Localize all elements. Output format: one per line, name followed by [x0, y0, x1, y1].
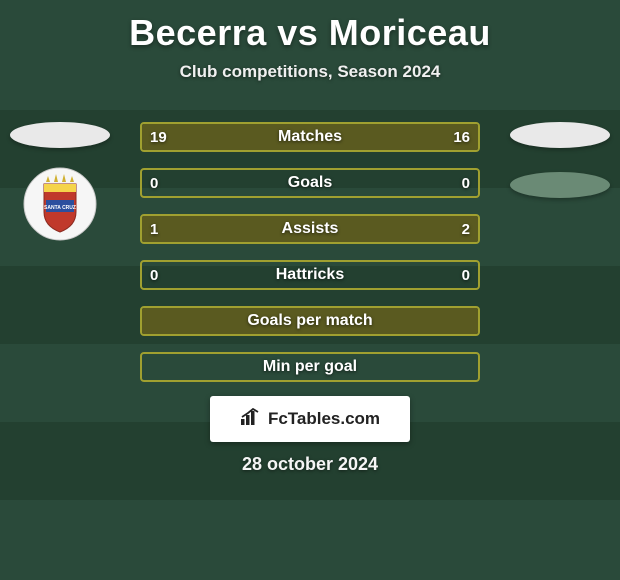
- page-subtitle: Club competitions, Season 2024: [0, 62, 620, 82]
- stat-row: Matches19 16: [140, 122, 480, 152]
- footer-date: 28 october 2024: [0, 454, 620, 475]
- stat-value-left: 0: [150, 262, 158, 288]
- stat-value-right: 0: [462, 170, 470, 196]
- brand-badge[interactable]: FcTables.com: [210, 396, 410, 442]
- stat-row: Goals per match: [140, 306, 480, 336]
- stat-label: Assists: [142, 216, 478, 242]
- stat-row: Goals0 0: [140, 168, 480, 198]
- team-right-box: [460, 122, 620, 198]
- stat-label: Matches: [142, 124, 478, 150]
- stat-label: Min per goal: [142, 354, 478, 380]
- stat-value-left: 19: [150, 124, 167, 150]
- stat-value-right: 0: [462, 262, 470, 288]
- stat-row: Hattricks0 0: [140, 260, 480, 290]
- team-left-box: SANTA CRUZ: [0, 122, 160, 242]
- team-left-oval: [10, 122, 110, 148]
- page-title: Becerra vs Moriceau: [0, 12, 620, 54]
- team-right-oval: [510, 122, 610, 148]
- stat-value-left: 1: [150, 216, 158, 242]
- stat-label: Goals per match: [142, 308, 478, 334]
- stat-row: Min per goal: [140, 352, 480, 382]
- stats-column: Matches1916Goals00Assists12Hattricks00Go…: [140, 122, 480, 398]
- stat-label: Hattricks: [142, 262, 478, 288]
- stat-value-left: 0: [150, 170, 158, 196]
- svg-text:SANTA CRUZ: SANTA CRUZ: [44, 205, 76, 211]
- stat-value-right: 16: [453, 124, 470, 150]
- stat-label: Goals: [142, 170, 478, 196]
- stat-row: Assists1 2: [140, 214, 480, 244]
- brand-text: FcTables.com: [268, 409, 380, 429]
- stat-value-right: 2: [462, 216, 470, 242]
- team-right-oval-2: [510, 172, 610, 198]
- brand-chart-icon: [240, 408, 262, 431]
- team-left-crest: SANTA CRUZ: [20, 162, 100, 242]
